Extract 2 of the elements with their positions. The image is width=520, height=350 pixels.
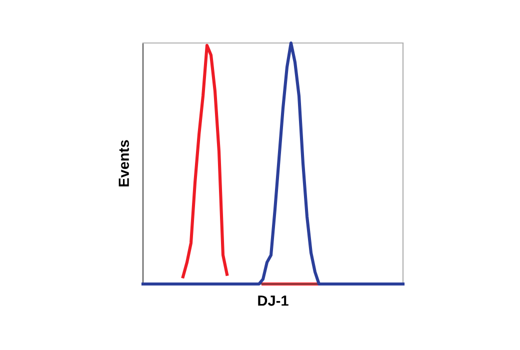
x-axis-title: DJ-1	[258, 296, 288, 306]
y-axis-title: Events	[118, 140, 130, 186]
